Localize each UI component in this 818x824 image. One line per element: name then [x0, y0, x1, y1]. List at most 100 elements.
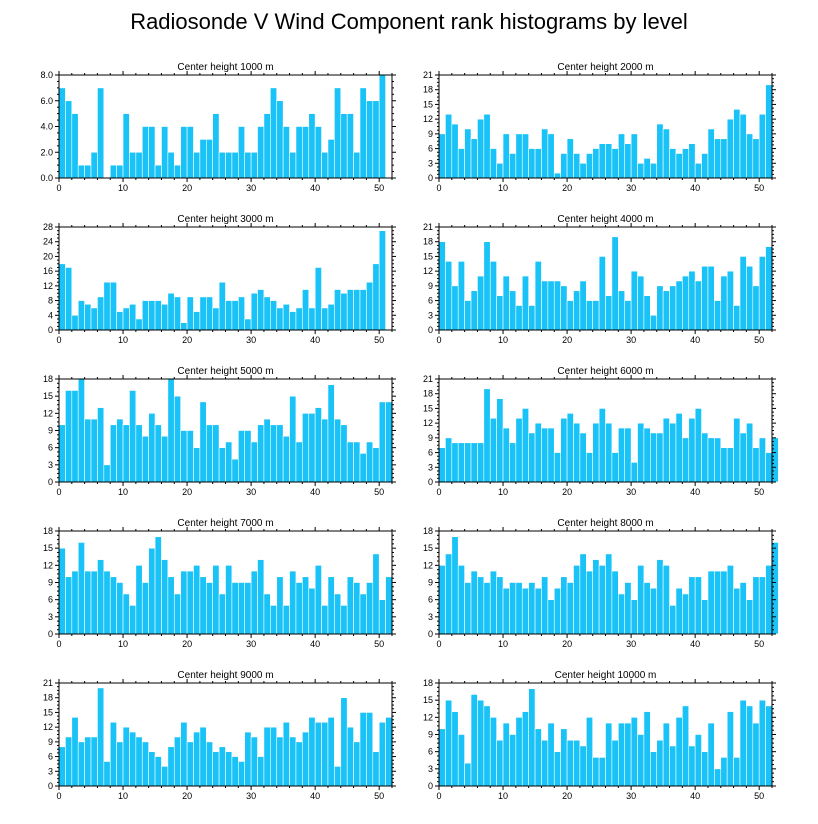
- bar: [662, 417, 670, 483]
- bar: [682, 705, 690, 787]
- bar: [707, 570, 715, 635]
- bar: [238, 296, 246, 331]
- y-tick-label: 9: [428, 433, 433, 443]
- bar: [496, 739, 504, 787]
- x-tick-label: 10: [118, 487, 128, 497]
- x-tick-label: 50: [374, 335, 384, 345]
- bar: [58, 263, 66, 331]
- histogram-panel-3: Center height 3000 m 0 4 8 12 16 20 24 28 0 10 20 30…: [43, 214, 396, 345]
- x-tick-label: 0: [56, 335, 61, 345]
- bar: [656, 123, 664, 179]
- bar: [135, 318, 143, 331]
- y-tick-label: 9: [48, 578, 53, 588]
- bar: [173, 296, 181, 331]
- x-tick-label: 40: [310, 183, 320, 193]
- bar: [199, 401, 207, 483]
- bar: [560, 153, 568, 179]
- bar: [675, 413, 683, 483]
- bar: [662, 565, 670, 635]
- bar: [464, 762, 472, 787]
- y-tick-label: 2.0: [40, 147, 53, 157]
- bar: [314, 407, 322, 483]
- y-tick-label: 8: [48, 296, 53, 306]
- bar: [585, 717, 593, 787]
- bar: [688, 143, 696, 179]
- bar: [334, 418, 342, 483]
- bar: [314, 267, 322, 331]
- panel-title: Center height 8000 m: [557, 518, 653, 529]
- y-tick-label: 0: [48, 781, 53, 791]
- bar: [212, 307, 220, 331]
- bar: [167, 576, 175, 635]
- bar: [528, 305, 536, 331]
- bar: [231, 458, 239, 483]
- bar: [515, 133, 523, 179]
- bar: [58, 746, 66, 787]
- bar: [122, 307, 130, 331]
- bar: [758, 256, 766, 331]
- bar: [630, 270, 638, 331]
- y-tick-label: 8.0: [40, 70, 53, 80]
- x-tick-label: 30: [246, 639, 256, 649]
- bar: [682, 275, 690, 331]
- y-tick-label: 6: [428, 747, 433, 757]
- x-tick-label: 50: [754, 639, 764, 649]
- bar: [302, 126, 310, 179]
- bar: [438, 133, 446, 179]
- bar: [378, 230, 386, 331]
- bar: [438, 447, 446, 483]
- bar: [502, 427, 510, 483]
- bar: [276, 307, 284, 331]
- bar: [726, 565, 734, 635]
- bar: [521, 711, 529, 787]
- bar: [477, 699, 485, 787]
- bar: [161, 435, 169, 483]
- bar: [585, 300, 593, 331]
- bar: [340, 292, 348, 331]
- bar: [650, 587, 658, 635]
- bar: [257, 289, 265, 331]
- bar: [618, 133, 626, 179]
- bar: [353, 289, 361, 331]
- bar: [528, 688, 536, 787]
- bar: [359, 87, 367, 179]
- bar: [212, 751, 220, 787]
- bar: [225, 565, 233, 635]
- bar: [154, 536, 162, 635]
- bar: [353, 741, 361, 787]
- bar: [746, 705, 754, 787]
- y-tick-label: 15: [423, 403, 433, 413]
- x-tick-label: 30: [246, 791, 256, 801]
- bar: [496, 295, 504, 331]
- bar: [445, 699, 453, 787]
- bar: [643, 158, 651, 179]
- x-tick-label: 50: [754, 335, 764, 345]
- y-tick-label: 0.0: [40, 173, 53, 183]
- bar: [445, 553, 453, 635]
- bar: [161, 766, 169, 787]
- bar: [334, 289, 342, 331]
- x-tick-label: 30: [626, 487, 636, 497]
- bar: [637, 734, 645, 787]
- y-tick-label: 9: [428, 129, 433, 139]
- bar: [122, 593, 130, 635]
- bar: [250, 292, 258, 331]
- bar: [688, 745, 696, 787]
- bar: [199, 296, 207, 331]
- histogram-panel-6: Center height 6000 m 0 3 6 9 12 15 18 21 0 10 20 30 4…: [423, 366, 779, 497]
- y-tick-label: 18: [423, 526, 433, 536]
- bar: [502, 722, 510, 787]
- bar: [701, 599, 709, 635]
- bar: [276, 100, 284, 179]
- bar: [109, 281, 117, 331]
- bar: [193, 565, 201, 635]
- bar: [199, 576, 207, 635]
- bar: [353, 582, 361, 635]
- x-tick-label: 0: [436, 335, 441, 345]
- bar: [752, 722, 760, 787]
- bar: [58, 87, 66, 179]
- histogram-panel-10: Center height 10000 m 0 3 6 9 12 15 18 0 10 20 30 40…: [423, 670, 776, 801]
- histogram-panel-8: Center height 8000 m 0 3 6 9 12 15 18 0 10 20 30 40 5…: [423, 518, 779, 649]
- bar: [720, 447, 728, 483]
- bar: [257, 559, 265, 635]
